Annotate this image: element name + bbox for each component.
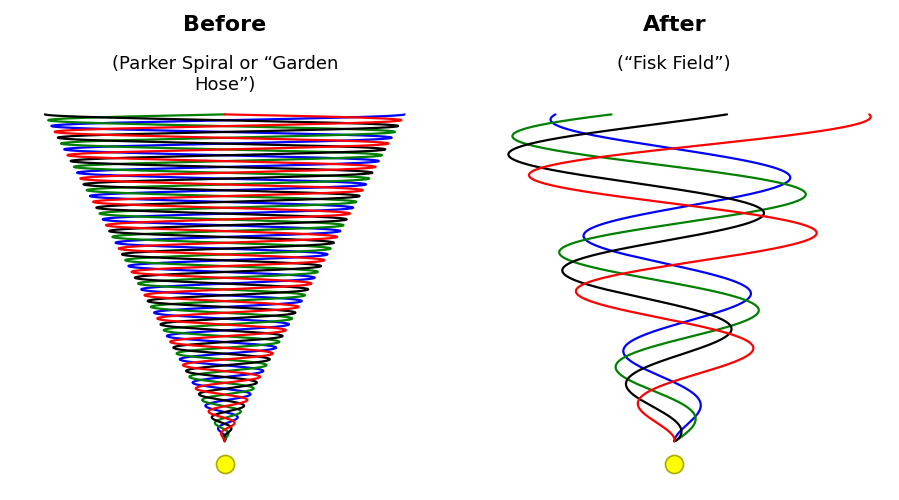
Text: After: After xyxy=(643,15,706,35)
Text: Before: Before xyxy=(183,15,266,35)
Text: (Parker Spiral or “Garden
Hose”): (Parker Spiral or “Garden Hose”) xyxy=(111,55,338,94)
Text: (“Fisk Field”): (“Fisk Field”) xyxy=(618,55,731,73)
